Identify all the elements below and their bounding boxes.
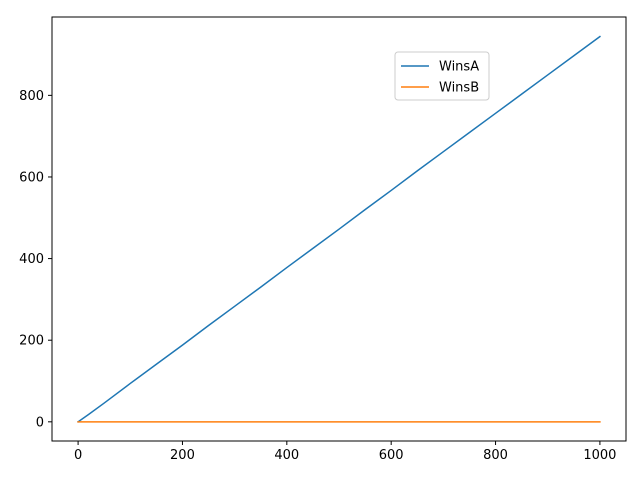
y-tick-label: 400 xyxy=(19,252,44,267)
legend-label-winsb: WinsB xyxy=(439,81,479,96)
legend: WinsA WinsB xyxy=(394,51,490,101)
legend-box xyxy=(394,51,490,101)
y-tick-label: 0 xyxy=(36,415,44,430)
x-axis-ticks: 0 200 400 600 800 1000 xyxy=(74,441,616,463)
y-tick-label: 800 xyxy=(19,89,44,104)
x-tick-label: 800 xyxy=(483,448,508,463)
y-tick-label: 600 xyxy=(19,170,44,185)
legend-label-winsa: WinsA xyxy=(439,60,479,75)
x-tick-label: 1000 xyxy=(583,448,616,463)
x-tick-label: 600 xyxy=(379,448,404,463)
plot-frame xyxy=(51,16,627,442)
x-tick-label: 0 xyxy=(74,448,82,463)
x-tick-label: 200 xyxy=(170,448,195,463)
y-tick-label: 200 xyxy=(19,334,44,349)
series-layer xyxy=(77,35,601,423)
x-tick-label: 400 xyxy=(274,448,299,463)
axes-layer xyxy=(51,16,627,442)
y-axis-ticks: 0 200 400 600 800 xyxy=(19,89,52,430)
series-line-winsa xyxy=(77,35,601,423)
